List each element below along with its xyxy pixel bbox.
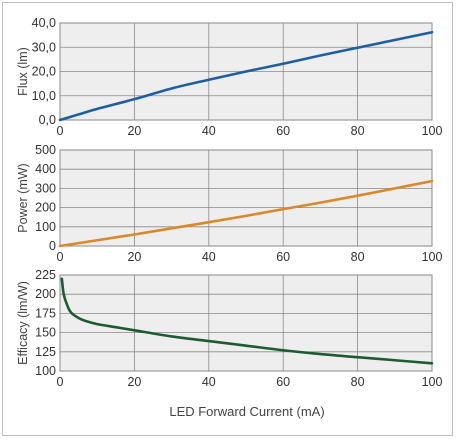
- x-tick-label: 20: [127, 375, 141, 389]
- x-tick-label: 80: [351, 375, 365, 389]
- plot-area: [59, 274, 433, 372]
- y-axis-label: Efficacy (lm/W): [16, 281, 30, 365]
- y-axis-label: Flux (lm): [16, 47, 30, 96]
- x-tick-label: 80: [351, 124, 365, 138]
- y-axis-label: Power (mW): [16, 163, 30, 232]
- y-tick-label: 100: [35, 364, 56, 378]
- x-tick-label: 20: [127, 124, 141, 138]
- y-tick-label: 175: [35, 306, 56, 320]
- y-tick-label: 10,0: [32, 89, 56, 103]
- x-tick-label: 60: [276, 124, 290, 138]
- x-tick-label: 40: [202, 250, 216, 264]
- chart-panel-2: 0 20 40 60 80 100 0 100 200 300 400 500 Power (mW): [16, 143, 442, 264]
- x-tick-label: 80: [351, 250, 365, 264]
- y-tick-label: 500: [35, 143, 56, 157]
- y-tick-label: 400: [35, 162, 56, 176]
- x-tick-label: 100: [422, 375, 443, 389]
- y-tick-label: 100: [35, 220, 56, 234]
- y-tick-label: 150: [35, 326, 56, 340]
- series-line: [60, 277, 434, 365]
- y-tick-label: 0: [49, 239, 56, 253]
- y-tick-label: 200: [35, 287, 56, 301]
- x-tick-label: 0: [57, 250, 64, 264]
- x-tick-label: 0: [57, 124, 64, 138]
- y-tick-label: 225: [35, 268, 56, 282]
- y-tick-label: 300: [35, 181, 56, 195]
- x-axis-label: LED Forward Current (mA): [169, 404, 324, 419]
- x-tick-label: 100: [422, 124, 443, 138]
- series-line: [58, 179, 434, 248]
- x-tick-label: 100: [422, 250, 443, 264]
- y-tick-label: 30,0: [32, 40, 56, 54]
- x-tick-label: 40: [202, 124, 216, 138]
- x-tick-label: 20: [127, 250, 141, 264]
- x-tick-label: 60: [276, 375, 290, 389]
- y-tick-label: 20,0: [32, 65, 56, 79]
- plot-area: [59, 149, 433, 247]
- chart-panel-3: 0 20 40 60 80 100 100 125 150 175 200 225 Efficacy (…: [16, 268, 442, 389]
- x-tick-label: 60: [276, 250, 290, 264]
- y-tick-label: 125: [35, 345, 56, 359]
- series-line: [58, 30, 434, 122]
- y-tick-label: 200: [35, 201, 56, 215]
- chart-panel-1: 0 20 40 60 80 100 0,0 10,0 20,0 30,0 40,0 Flux (lm): [16, 16, 442, 138]
- x-tick-label: 40: [202, 375, 216, 389]
- y-tick-label: 40,0: [32, 16, 56, 30]
- x-tick-label: 0: [57, 375, 64, 389]
- y-tick-label: 0,0: [39, 113, 56, 127]
